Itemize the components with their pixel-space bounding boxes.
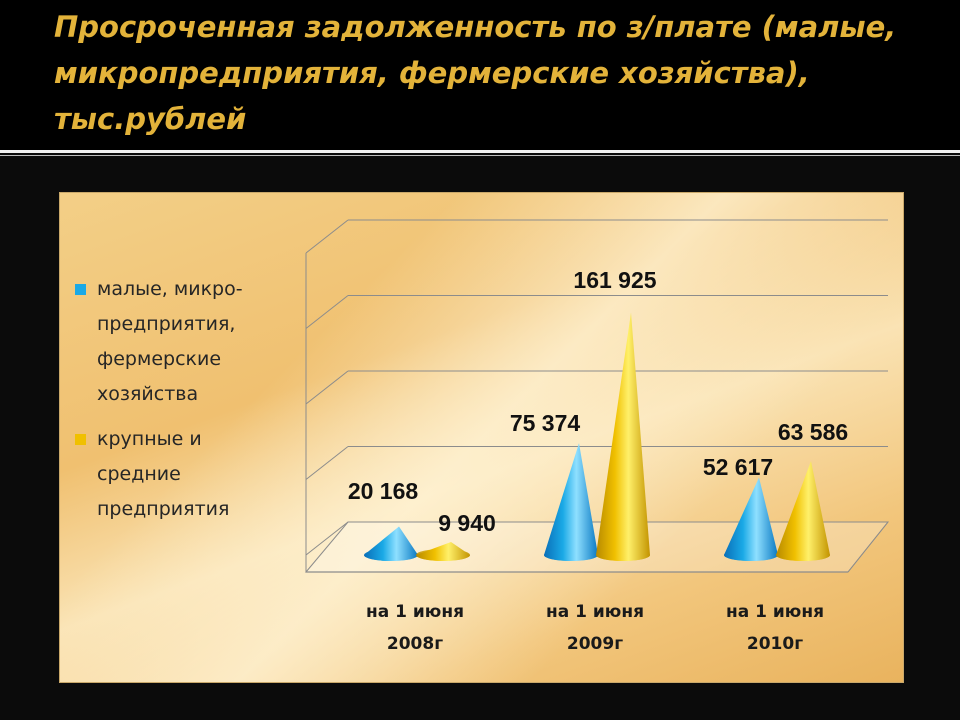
floor-edge	[847, 521, 889, 573]
cone-base	[416, 549, 470, 561]
cone-mark	[776, 460, 830, 561]
x-tick-label: на 1 июня	[546, 602, 644, 622]
chart-area	[59, 192, 904, 683]
cone-base	[364, 549, 418, 561]
data-label: 9 940	[438, 510, 496, 536]
x-tick-label: 2010г	[747, 634, 803, 654]
legend-label-line: хозяйства	[97, 383, 199, 405]
x-axis-labels: на 1 июня 2008г на 1 июня 2009г на 1 июня 201…	[366, 602, 824, 654]
data-label: 75 374	[510, 410, 581, 436]
legend-label-line: предприятия	[97, 498, 230, 520]
gridline-side	[305, 370, 349, 405]
data-labels: 20 168 75 374 52 617 9 940 161 925 63 586	[348, 267, 848, 536]
legend-label-line: крупные и	[97, 428, 202, 450]
title-separator	[0, 150, 960, 153]
legend-label-line: малые, микро-	[97, 278, 243, 300]
cone-base	[596, 549, 650, 561]
cone-base	[776, 549, 830, 561]
x-tick-label: 2008г	[387, 634, 443, 654]
cones	[364, 312, 830, 561]
data-label: 161 925	[573, 267, 656, 293]
cone-mark	[596, 312, 650, 561]
cone-mark	[544, 443, 598, 561]
title-bar: Просроченная задолженность по з/плате (м…	[0, 0, 960, 150]
gridline-side	[305, 219, 349, 254]
legend-label-line: фермерские	[97, 348, 222, 370]
legend-item-small-enterprises: малые, микро- предприятия, фермерские хо…	[73, 272, 283, 412]
x-tick-label: на 1 июня	[726, 602, 824, 622]
legend-swatch-gold	[75, 434, 86, 445]
gridline-side	[305, 446, 349, 480]
cone-base	[544, 549, 598, 561]
legend: малые, микро- предприятия, фермерские хо…	[73, 272, 283, 537]
legend-item-large-enterprises: крупные и средние предприятия	[73, 422, 283, 527]
gridline-side	[305, 295, 349, 329]
slide-title: Просроченная задолженность по з/плате (м…	[54, 10, 897, 136]
legend-swatch-blue	[75, 284, 86, 295]
x-tick-label: на 1 июня	[366, 602, 464, 622]
legend-label-line: средние	[97, 463, 181, 485]
gridline-side	[305, 521, 349, 556]
data-label: 63 586	[778, 419, 848, 445]
data-label: 52 617	[703, 454, 773, 480]
title-separator-thin	[0, 155, 960, 156]
data-label: 20 168	[348, 478, 419, 504]
legend-label-line: предприятия,	[97, 313, 236, 335]
x-tick-label: 2009г	[567, 634, 623, 654]
cone-mark	[724, 477, 778, 561]
cone-base	[724, 549, 778, 561]
